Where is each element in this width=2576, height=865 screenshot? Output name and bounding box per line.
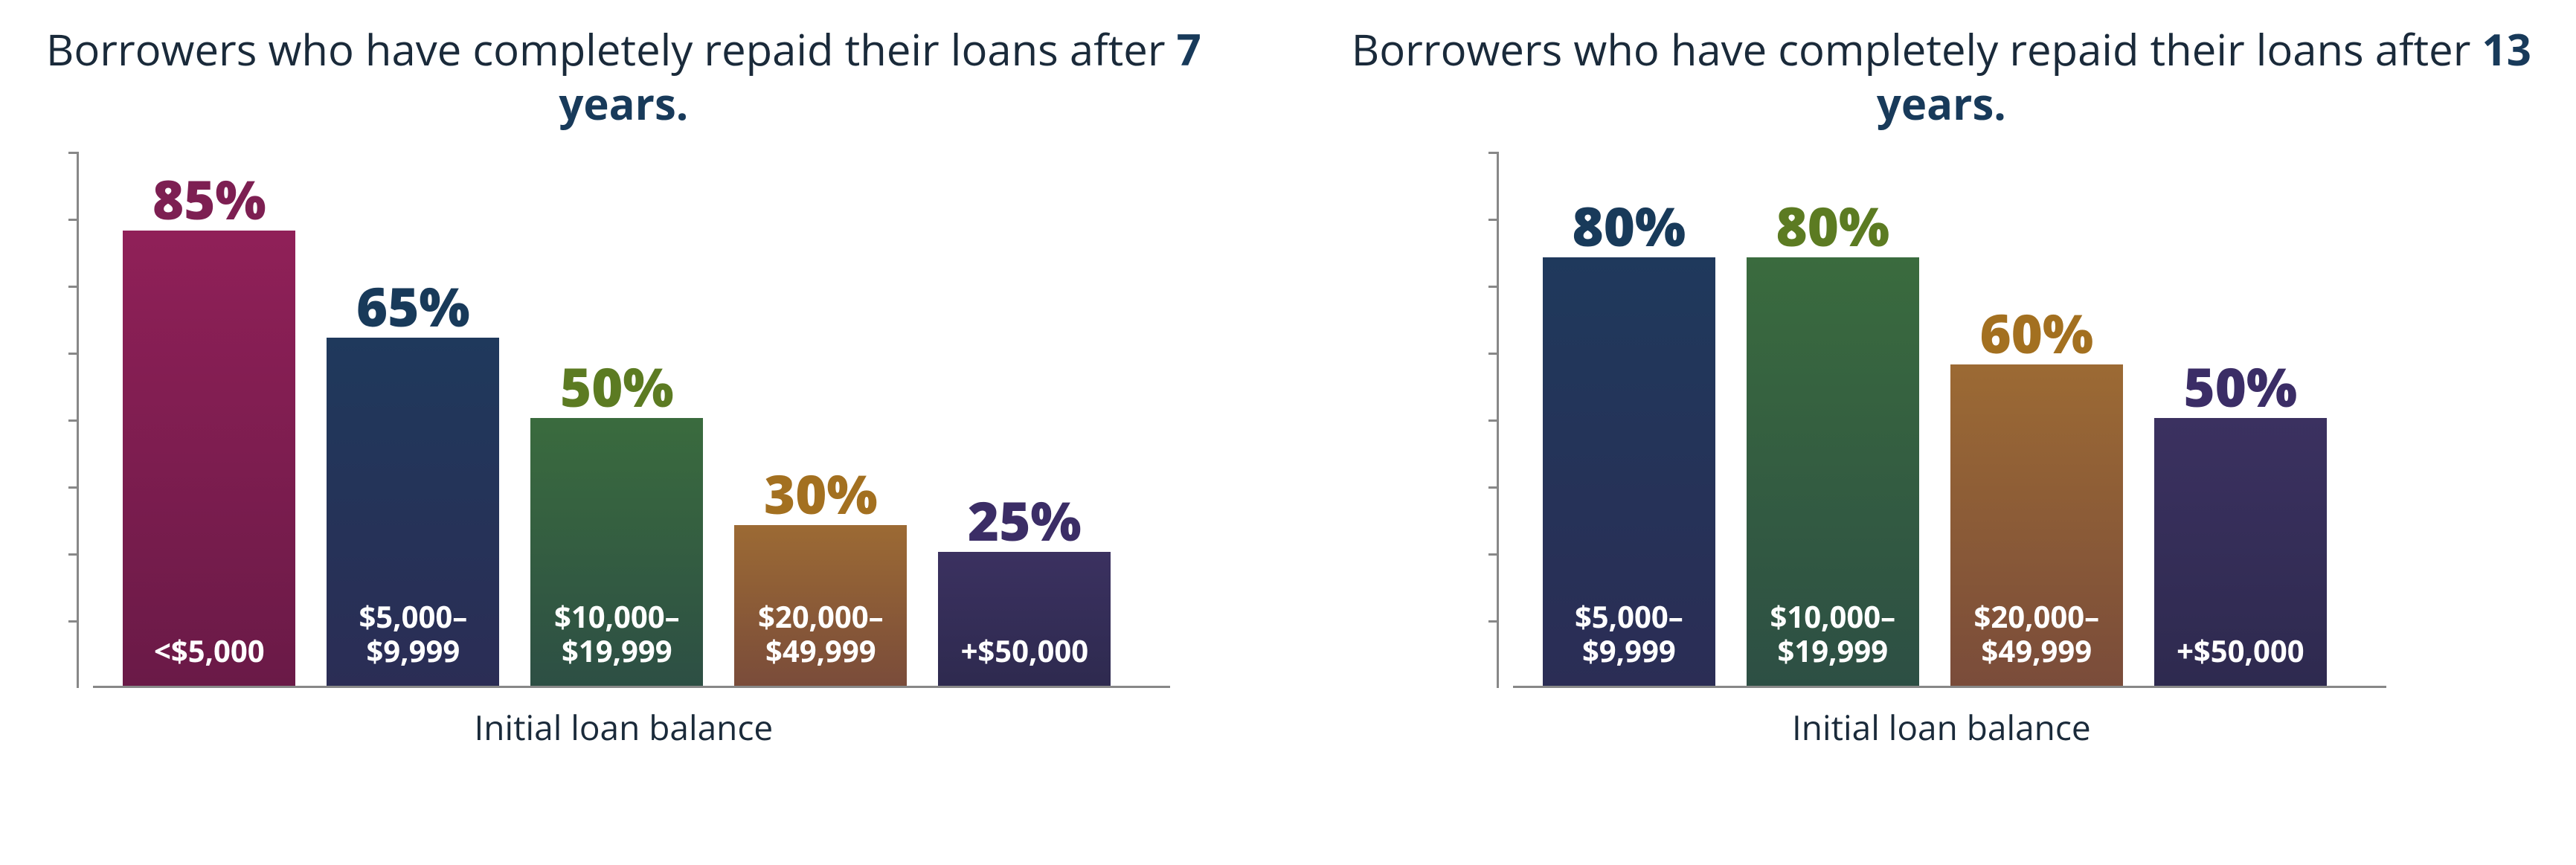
bar-value-label: 60% — [1980, 306, 2094, 360]
y-tick — [68, 353, 79, 355]
chart-title-prefix: Borrowers who have completely repaid the… — [46, 19, 1177, 78]
bar-category-label: $20,000– $49,999 — [1968, 599, 2106, 686]
bar: $10,000– $19,999 — [1747, 257, 1919, 686]
y-tick — [68, 152, 79, 154]
y-tick — [1488, 353, 1499, 355]
y-tick — [1488, 553, 1499, 556]
y-tick — [68, 219, 79, 221]
chart-area: 80% $5,000– $9,999 80% $10,000– $19,999 60% $… — [1497, 152, 2386, 688]
bar-value-label: 85% — [152, 173, 266, 226]
y-axis — [1497, 152, 1513, 688]
bar: $20,000– $49,999 — [734, 525, 907, 686]
y-tick — [1488, 486, 1499, 489]
bar: $5,000– $9,999 — [1543, 257, 1715, 686]
bar: +$50,000 — [938, 552, 1111, 686]
x-axis-label: Initial loan balance — [474, 704, 773, 750]
bar: $5,000– $9,999 — [327, 338, 499, 686]
bar-value-label: 65% — [356, 280, 470, 333]
x-axis-label: Initial loan balance — [1792, 704, 2091, 750]
y-tick — [68, 419, 79, 422]
bar-value-label: 80% — [1776, 199, 1890, 253]
y-axis — [77, 152, 93, 688]
bar-group: 80% $10,000– $19,999 — [1747, 199, 1919, 686]
chart-title: Borrowers who have completely repaid the… — [45, 22, 1203, 130]
bar-value-label: 80% — [1573, 199, 1686, 253]
y-tick — [68, 553, 79, 556]
bar-category-label: $5,000– $9,999 — [353, 599, 473, 686]
bar-category-label: $5,000– $9,999 — [1569, 599, 1689, 686]
plot-area: 85% <$5,000 65% $5,000– $9,999 50% $10,000– $… — [93, 152, 1170, 688]
bar-group: 65% $5,000– $9,999 — [327, 280, 499, 686]
bar-group: 50% +$50,000 — [2154, 360, 2327, 686]
bar: +$50,000 — [2154, 418, 2327, 686]
bar-group: 30% $20,000– $49,999 — [734, 467, 907, 686]
bar-value-label: 50% — [2184, 360, 2298, 414]
chart-title-prefix: Borrowers who have completely repaid the… — [1352, 19, 2482, 78]
bar-group: 25% +$50,000 — [938, 494, 1111, 686]
chart-panel-7-years: Borrowers who have completely repaid the… — [45, 22, 1203, 843]
y-tick — [1488, 219, 1499, 221]
bar-group: 80% $5,000– $9,999 — [1543, 199, 1715, 686]
bar-value-label: 50% — [560, 360, 674, 414]
chart-title: Borrowers who have completely repaid the… — [1352, 22, 2531, 130]
bar-group: 60% $20,000– $49,999 — [1950, 306, 2123, 686]
bar: $20,000– $49,999 — [1950, 364, 2123, 686]
chart-panel-13-years: Borrowers who have completely repaid the… — [1352, 22, 2531, 843]
y-tick — [68, 486, 79, 489]
bar-category-label: $20,000– $49,999 — [752, 599, 890, 686]
bar-category-label: +$50,000 — [955, 634, 1095, 686]
y-tick — [68, 620, 79, 623]
bar-value-label: 30% — [764, 467, 878, 521]
bar-group: 50% $10,000– $19,999 — [530, 360, 703, 686]
bar: $10,000– $19,999 — [530, 418, 703, 686]
bar-category-label: $10,000– $19,999 — [548, 599, 686, 686]
bar: <$5,000 — [123, 231, 295, 686]
bar-value-label: 25% — [968, 494, 1082, 547]
plot-area: 80% $5,000– $9,999 80% $10,000– $19,999 60% $… — [1513, 152, 2386, 688]
y-tick — [68, 286, 79, 288]
bar-category-label: <$5,000 — [148, 634, 271, 686]
y-tick — [1488, 620, 1499, 623]
chart-area: 85% <$5,000 65% $5,000– $9,999 50% $10,000– $… — [77, 152, 1170, 688]
y-tick — [1488, 419, 1499, 422]
bar-category-label: +$50,000 — [2171, 634, 2310, 686]
y-tick — [1488, 152, 1499, 154]
bar-category-label: $10,000– $19,999 — [1764, 599, 1902, 686]
bar-group: 85% <$5,000 — [123, 173, 295, 686]
y-tick — [1488, 286, 1499, 288]
